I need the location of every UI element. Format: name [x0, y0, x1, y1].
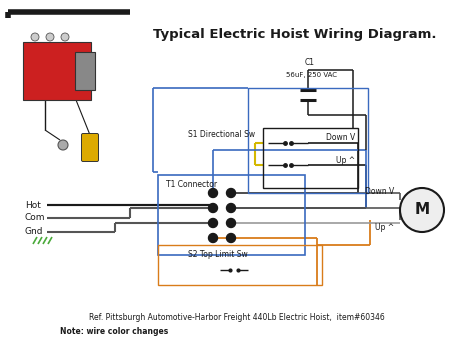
- Text: Com: Com: [25, 213, 46, 223]
- Text: C1: C1: [305, 58, 315, 67]
- Circle shape: [58, 140, 68, 150]
- Circle shape: [46, 33, 54, 41]
- Bar: [158, 175, 305, 255]
- Text: Up ^: Up ^: [375, 224, 394, 233]
- Circle shape: [227, 234, 236, 242]
- Circle shape: [400, 188, 444, 232]
- Circle shape: [209, 218, 218, 228]
- Text: S1 Directional Sw: S1 Directional Sw: [188, 130, 255, 139]
- Circle shape: [209, 234, 218, 242]
- Text: Gnd: Gnd: [25, 228, 44, 236]
- FancyBboxPatch shape: [82, 133, 99, 162]
- Bar: [75, 52, 95, 90]
- Circle shape: [61, 33, 69, 41]
- Circle shape: [209, 203, 218, 213]
- Text: Hot: Hot: [25, 201, 41, 209]
- Text: Note: wire color changes: Note: wire color changes: [60, 327, 168, 336]
- Circle shape: [227, 203, 236, 213]
- Text: M: M: [414, 202, 429, 218]
- Bar: [248, 88, 368, 193]
- Text: T1 Connector: T1 Connector: [166, 180, 217, 189]
- Text: Up ^: Up ^: [336, 156, 355, 165]
- Text: 56uF, 250 VAC: 56uF, 250 VAC: [286, 72, 337, 78]
- Circle shape: [209, 189, 218, 197]
- Bar: [158, 245, 322, 285]
- Bar: [263, 128, 358, 188]
- Text: Typical Electric Hoist Wiring Diagram.: Typical Electric Hoist Wiring Diagram.: [153, 28, 437, 41]
- Text: S2 Top Limit Sw: S2 Top Limit Sw: [188, 250, 248, 259]
- Circle shape: [227, 218, 236, 228]
- Text: Ref. Pittsburgh Automotive-Harbor Freight 440Lb Electric Hoist,  item#60346: Ref. Pittsburgh Automotive-Harbor Freigh…: [89, 313, 385, 322]
- Text: Down V: Down V: [326, 133, 355, 142]
- Text: Down V: Down V: [365, 187, 394, 197]
- Circle shape: [31, 33, 39, 41]
- Bar: [23, 42, 91, 100]
- Circle shape: [227, 189, 236, 197]
